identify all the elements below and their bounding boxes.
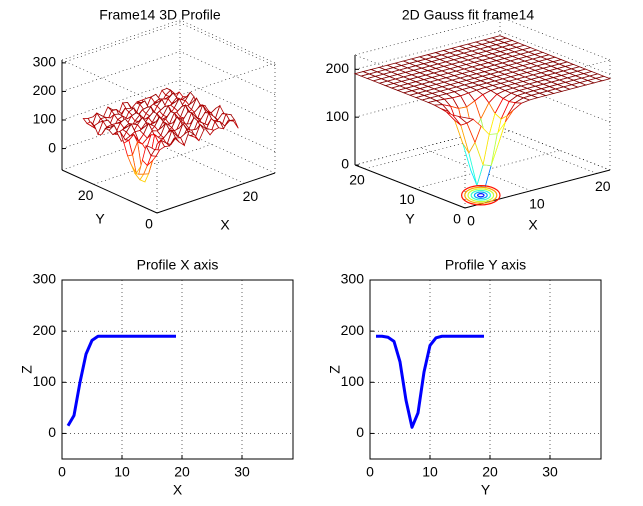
- grid-line: [486, 130, 597, 174]
- plot-area: [62, 280, 293, 459]
- plot-area: [370, 280, 601, 459]
- grid-line: [61, 22, 181, 64]
- contour: [460, 185, 501, 206]
- contour: [473, 191, 488, 200]
- x-tick-label: 30: [542, 464, 558, 480]
- box-edge: [179, 129, 276, 174]
- grid-line: [61, 79, 181, 121]
- x-tick-label: 10: [422, 464, 438, 480]
- y-tick-label: 10: [399, 191, 415, 207]
- x-tick-label: 20: [243, 188, 259, 204]
- box-edge: [61, 19, 181, 61]
- x-tick-label: 20: [595, 178, 611, 194]
- surface-mesh: [82, 87, 239, 183]
- x-tick-label: 10: [529, 195, 545, 211]
- box-edge: [179, 19, 276, 64]
- chart-title: Frame14 3D Profile: [99, 7, 221, 23]
- y-tick-label: 0: [48, 424, 56, 440]
- grid-line: [93, 144, 212, 185]
- y-tick-label: 0: [356, 424, 364, 440]
- z-tick-label: 100: [326, 108, 350, 124]
- y-tick-label: 200: [341, 322, 365, 338]
- grid-line: [61, 108, 181, 149]
- y-axis-line: [354, 164, 466, 209]
- grid-line: [61, 51, 181, 92]
- grid-line: [414, 150, 561, 189]
- y-tick-label: 0: [453, 211, 461, 227]
- grid-line: [354, 31, 501, 70]
- x-tick-label: 20: [482, 464, 498, 480]
- grid-line: [499, 126, 611, 171]
- axes-box: [369, 279, 602, 460]
- contour: [476, 193, 485, 198]
- x-tick-label: 30: [234, 464, 250, 480]
- chart-title: Profile X axis: [137, 257, 219, 273]
- y-axis-label: Y: [405, 211, 415, 227]
- y-tick-label: 100: [33, 373, 57, 389]
- y-tick-label: 0: [145, 216, 153, 232]
- y-tick-label: 20: [78, 187, 94, 203]
- mesh-cell: [229, 119, 239, 129]
- mesh-cell: [145, 145, 156, 157]
- z-tick-label: 200: [326, 60, 350, 76]
- contour: [467, 188, 495, 203]
- y-tick-label: 20: [349, 172, 365, 188]
- x-tick-label: 0: [58, 464, 66, 480]
- grid-line: [179, 51, 276, 95]
- y-tick-label: 200: [33, 322, 57, 338]
- grid-line: [179, 108, 276, 152]
- x-tick-label: 10: [114, 464, 130, 480]
- x-tick-label: 0: [366, 464, 374, 480]
- contour: [464, 186, 498, 204]
- surface-mesh: [353, 35, 612, 189]
- x-axis-label: X: [528, 217, 538, 233]
- z-tick-label: 300: [33, 54, 57, 70]
- chart-title: 2D Gauss fit frame14: [402, 7, 534, 23]
- box-edge: [354, 16, 501, 56]
- y-axis-label: Z: [327, 365, 343, 374]
- grid-line: [179, 79, 276, 124]
- z-tick-label: 100: [33, 111, 57, 127]
- z-tick-label: 200: [33, 82, 57, 98]
- grid-line: [149, 140, 245, 184]
- z-tick-label: 0: [48, 139, 56, 155]
- y-tick-label: 300: [341, 271, 365, 287]
- contour: [470, 189, 491, 201]
- x-tick-label: 0: [467, 213, 475, 229]
- box-edge: [61, 129, 181, 171]
- y-axis-label: Z: [19, 365, 35, 374]
- y-axis-label: Y: [95, 211, 105, 227]
- profile-line: [66, 334, 176, 427]
- x-tick-label: 20: [174, 464, 190, 480]
- x-axis-label: X: [220, 217, 230, 233]
- box-edge: [61, 59, 158, 104]
- grid-line: [179, 22, 276, 67]
- x-axis-line: [156, 172, 276, 214]
- x-axis-label: Y: [481, 482, 491, 498]
- chart-title: Profile Y axis: [445, 257, 526, 273]
- z-tick-label: 0: [341, 156, 349, 172]
- x-axis-label: X: [173, 482, 183, 498]
- y-tick-label: 300: [33, 271, 57, 287]
- mesh-cell: [457, 115, 475, 124]
- y-tick-label: 100: [341, 373, 365, 389]
- y-axis-line: [61, 169, 158, 214]
- profile-line: [376, 334, 484, 429]
- axes-box: [61, 279, 294, 460]
